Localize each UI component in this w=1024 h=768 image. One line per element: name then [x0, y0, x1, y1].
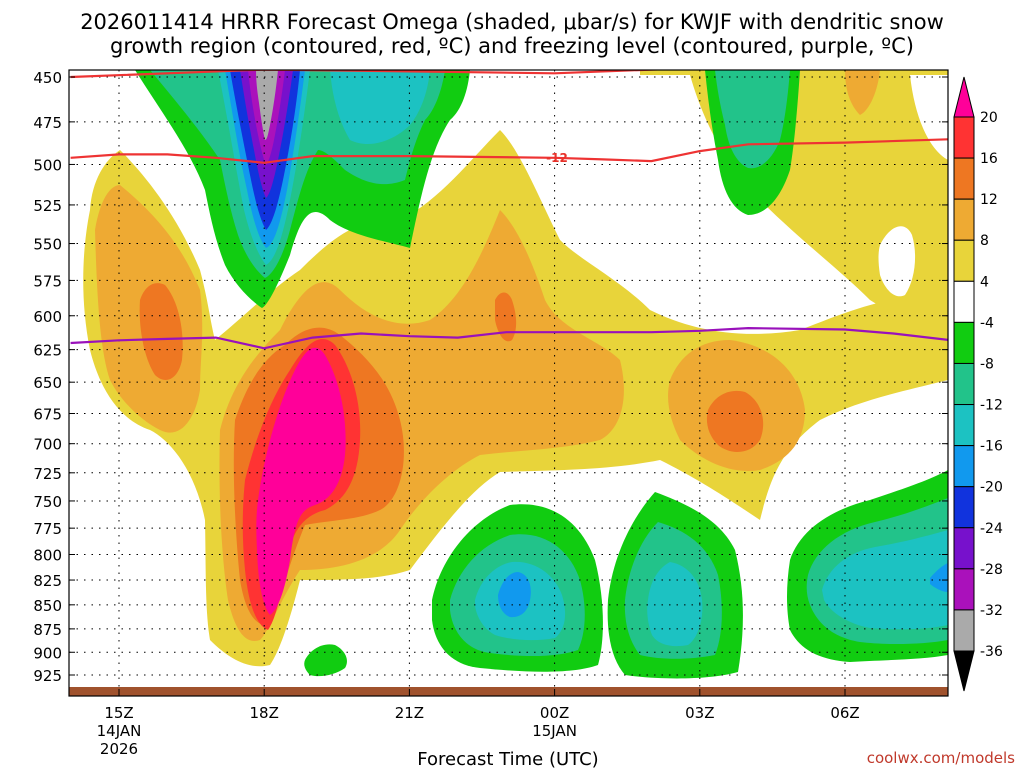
- colorbar-label: -8: [980, 356, 994, 372]
- colorbar: 20 16 12 8 4 -4 -8 -12 -16 -20 -24 -28 -32 -36: [953, 76, 1003, 692]
- colorbar-box: [953, 157, 975, 200]
- omega-fill-neg16-lowerleft: [498, 572, 531, 618]
- colorbar-box: [953, 116, 975, 159]
- colorbar-label: 16: [980, 151, 998, 167]
- credit-text: coolwx.com/models: [867, 749, 1015, 767]
- y-tick-label: 500: [33, 156, 62, 174]
- y-tick-label: 875: [33, 621, 62, 639]
- omega-fill-neg4-small: [304, 644, 347, 677]
- omega-fill-neg12-upperleft: [330, 70, 430, 145]
- x-axis-title: Forecast Time (UTC): [417, 749, 598, 768]
- omega-fill-12-right: [706, 390, 764, 452]
- colorbar-label: -32: [980, 603, 1003, 619]
- plot-area: -12: [69, 70, 948, 696]
- y-tick-label: 775: [33, 520, 62, 538]
- surface-ground: [69, 687, 948, 696]
- y-tick-label: 525: [33, 197, 62, 215]
- contour-label-minus12: -12: [546, 151, 568, 165]
- x-tick-label: 00Z: [540, 704, 569, 722]
- x-tick-label: 15Z: [104, 704, 133, 722]
- y-tick-label: 450: [33, 69, 62, 87]
- contour-lines: -12: [70, 70, 948, 350]
- y-tick-label: 850: [33, 597, 62, 615]
- colorbar-box: [953, 280, 975, 323]
- y-tick-label: 800: [33, 547, 62, 565]
- omega-fill-12-mid: [495, 292, 517, 342]
- colorbar-label: -36: [980, 644, 1003, 660]
- omega-fill-neg36-column: [256, 70, 278, 140]
- colorbar-label: -24: [980, 521, 1003, 537]
- y-tick-label: 600: [33, 308, 62, 326]
- omega-fill-12: [139, 283, 183, 380]
- x-tick-date: 14JAN: [97, 722, 142, 740]
- contour-freezing-level: [70, 326, 948, 350]
- colorbar-box: [953, 527, 975, 570]
- x-tick-label: 18Z: [250, 704, 279, 722]
- y-tick-label: 900: [33, 644, 62, 662]
- colorbar-label: 4: [980, 274, 989, 290]
- colorbar-label: 20: [980, 110, 998, 126]
- colorbar-box: [953, 445, 975, 488]
- colorbar-box: [953, 321, 975, 364]
- colorbar-box: [953, 486, 975, 529]
- plot-frame: [68, 69, 949, 697]
- y-tick-label: 475: [33, 114, 62, 132]
- colorbar-box: [953, 362, 975, 406]
- colorbar-label: -28: [980, 562, 1003, 578]
- contour-dgz-minus12: [70, 70, 670, 79]
- colorbar-label: 12: [980, 192, 998, 208]
- y-tick-label: 700: [33, 436, 62, 454]
- contour-dgz-upper: [70, 138, 948, 164]
- chart-title-line2: growth region (contoured, red, ºC) and f…: [110, 34, 914, 58]
- x-tick-label: 03Z: [685, 704, 714, 722]
- x-tick-label: 06Z: [830, 704, 859, 722]
- colorbar-label: -4: [980, 315, 994, 331]
- y-tick-label: 675: [33, 406, 62, 424]
- colorbar-box: [953, 404, 975, 447]
- colorbar-box: [953, 198, 975, 241]
- colorbar-label: 8: [980, 233, 989, 249]
- y-tick-label: 650: [33, 374, 62, 392]
- omega-fill-neg16-lowerright: [930, 563, 948, 592]
- x-tick-label: 21Z: [395, 704, 424, 722]
- colorbar-box: [953, 239, 975, 282]
- y-tick-label: 825: [33, 572, 62, 590]
- y-tick-label: 625: [33, 342, 62, 360]
- omega-fill-8-topright: [845, 70, 880, 115]
- colorbar-label: -20: [980, 480, 1003, 496]
- y-tick-label: 725: [33, 465, 62, 483]
- x-tick-date: 15JAN: [532, 722, 577, 740]
- y-tick-label: 925: [33, 667, 62, 685]
- y-tick-label: 575: [33, 272, 62, 290]
- y-tick-label: 750: [33, 493, 62, 511]
- colorbar-box: [953, 609, 975, 652]
- colorbar-label: -12: [980, 398, 1003, 414]
- colorbar-box: [953, 568, 975, 611]
- x-tick-year: 2026: [100, 740, 138, 758]
- colorbar-top-arrow: [953, 76, 975, 118]
- colorbar-bottom-arrow: [953, 650, 975, 692]
- y-tick-label: 550: [33, 236, 62, 254]
- chart-title-line1: 2026011414 HRRR Forecast Omega (shaded, …: [80, 10, 944, 34]
- omega-fill-neg12-lowermid: [647, 562, 703, 647]
- omega-fill-8-center: [219, 210, 624, 641]
- omega-white-gap-2: [600, 133, 658, 183]
- y-axis: 450 475 500 525 550 575 600 625 650 675 700 725 750 7…: [33, 69, 948, 685]
- colorbar-label: -16: [980, 439, 1003, 455]
- omega-fill-20: [256, 347, 346, 615]
